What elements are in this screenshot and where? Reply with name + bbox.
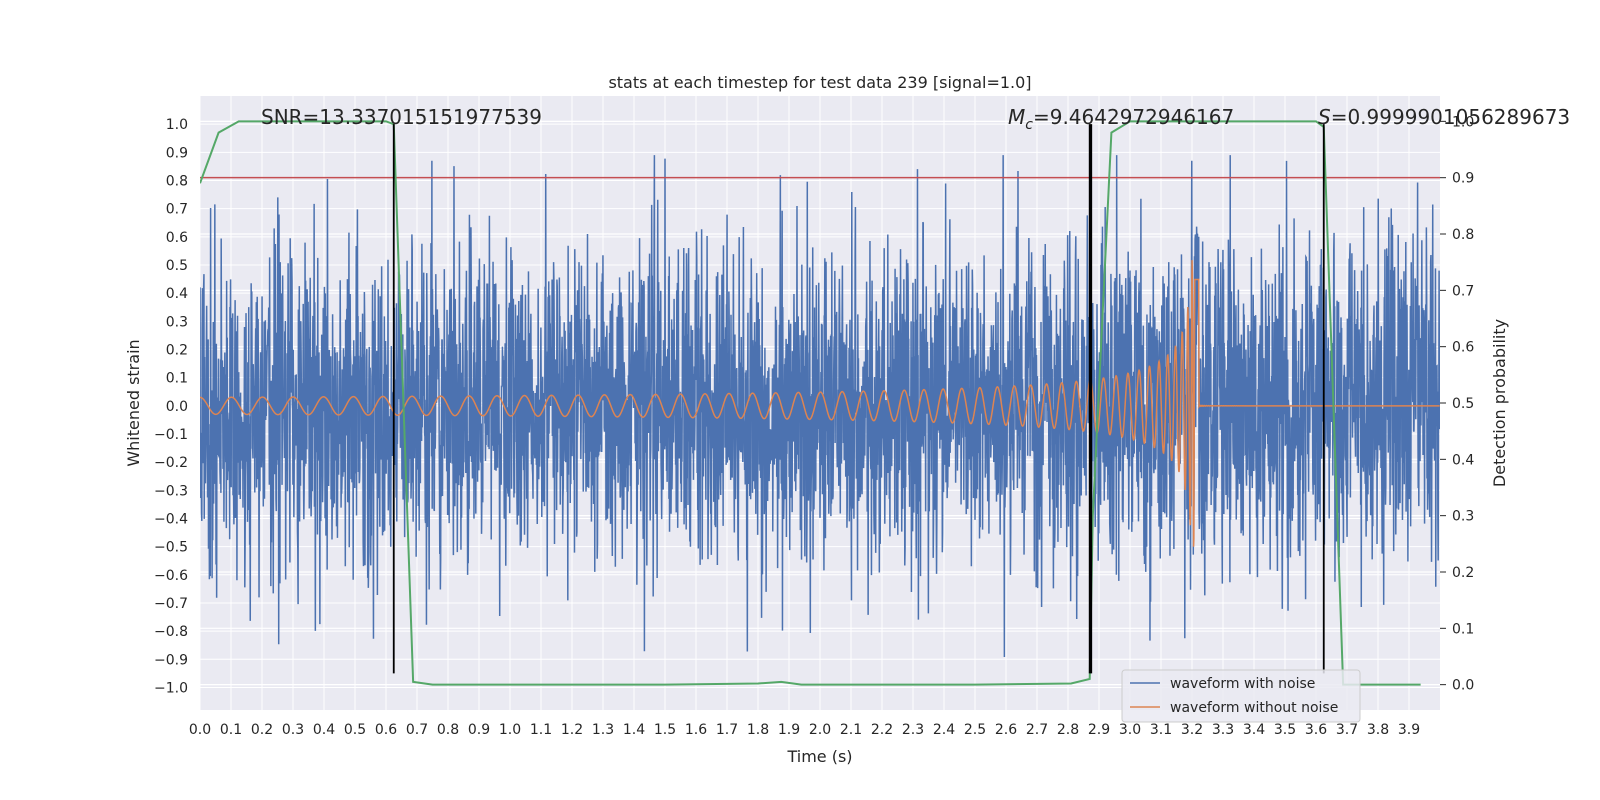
y-right-tick-label: 0.1: [1452, 621, 1474, 637]
annotation-score-symbol: S: [1318, 105, 1331, 129]
x-tick-label: 1.6: [685, 722, 707, 738]
annotation-snr: SNR=13.337015151977539: [261, 105, 542, 129]
x-tick-label: 0.0: [189, 722, 211, 738]
x-tick-label: 2.3: [902, 722, 924, 738]
legend-label-noise: waveform with noise: [1170, 676, 1315, 692]
y-right-tick-label: 1.0: [1452, 114, 1474, 130]
vertical-lines: [392, 124, 1325, 674]
legend-box: [1121, 669, 1361, 723]
y-left-tick-label: 0.3: [166, 314, 188, 330]
y-left-tick-label: −0.4: [154, 511, 188, 527]
annotation-chirp-mass-value: =9.4642972946167: [1033, 105, 1234, 129]
x-tick-label: 2.6: [995, 722, 1017, 738]
y-axis-right-label: Detection probability: [1490, 319, 1509, 487]
x-tick-label: 2.2: [871, 722, 893, 738]
y-left-tick-label: 1.0: [166, 117, 188, 133]
x-tick-label: 1.2: [561, 722, 583, 738]
x-tick-label: 3.2: [1181, 722, 1203, 738]
y-left-tick-label: −1.0: [154, 680, 188, 696]
x-tick-label: 1.3: [592, 722, 614, 738]
x-tick-label: 2.7: [1026, 722, 1048, 738]
x-tick-label: 2.0: [809, 722, 831, 738]
x-tick-label: 1.0: [499, 722, 521, 738]
y-left-tick-label: −0.8: [154, 624, 188, 640]
x-tick-label: 1.7: [716, 722, 738, 738]
y-left-tick-label: −0.9: [154, 652, 188, 668]
x-tick-label: 1.1: [530, 722, 552, 738]
x-axis-ticks: 0.0 0.1 0.2 0.3 0.4 0.5 0.6 0.7 0.8 0.9 1.0 1.1 1.2 1…: [189, 722, 1420, 738]
y-axis-right-ticks: 1.0 0.9 0.8 0.7 0.6 0.5 0.4 0.3 0.2 0.1 0.0: [1440, 114, 1474, 694]
chart-title: stats at each timestep for test data 239…: [608, 73, 1031, 92]
x-tick-label: 3.3: [1212, 722, 1234, 738]
annotation-score-value: =0.9999901056289673: [1331, 105, 1570, 129]
series-waveform-without-noise: [200, 260, 1440, 547]
x-tick-label: 3.0: [1119, 722, 1141, 738]
x-tick-label: 3.9: [1398, 722, 1420, 738]
x-tick-label: 0.2: [251, 722, 273, 738]
y-left-tick-label: 0.4: [166, 286, 188, 302]
y-left-tick-label: 0.2: [166, 342, 188, 358]
x-tick-label: 0.5: [344, 722, 366, 738]
x-tick-label: 3.7: [1336, 722, 1358, 738]
annotation-chirp-mass-subscript: c: [1025, 117, 1033, 133]
legend-label-clean: waveform without noise: [1170, 700, 1338, 716]
y-left-tick-label: 0.9: [166, 145, 188, 161]
y-right-tick-label: 0.2: [1452, 565, 1474, 581]
x-tick-label: 1.9: [778, 722, 800, 738]
y-left-tick-label: 0.1: [166, 371, 188, 387]
y-left-tick-label: 0.7: [166, 202, 188, 218]
y-left-tick-label: −0.7: [154, 596, 188, 612]
x-tick-label: 1.5: [654, 722, 676, 738]
x-tick-label: 0.7: [406, 722, 428, 738]
x-axis-label: Time (s): [786, 747, 852, 766]
y-left-tick-label: −0.2: [154, 455, 188, 471]
x-tick-label: 0.9: [468, 722, 490, 738]
x-tick-label: 1.4: [623, 722, 645, 738]
x-tick-label: 3.6: [1305, 722, 1327, 738]
series-layer: [200, 120, 1440, 686]
y-left-tick-label: −0.1: [154, 427, 188, 443]
x-tick-label: 3.8: [1367, 722, 1389, 738]
x-tick-label: 3.5: [1274, 722, 1296, 738]
y-left-tick-label: 0.5: [166, 258, 188, 274]
y-left-tick-label: −0.6: [154, 568, 188, 584]
y-right-tick-label: 0.5: [1452, 396, 1474, 412]
x-tick-label: 2.5: [964, 722, 986, 738]
annotation-chirp-mass: Mc=9.4642972946167: [1008, 105, 1234, 133]
y-axis-left-label: Whitened strain: [124, 339, 143, 466]
annotation-score: S=0.9999901056289673: [1318, 105, 1570, 129]
y-right-tick-label: 0.8: [1452, 227, 1474, 243]
y-right-tick-label: 0.6: [1452, 340, 1474, 356]
x-tick-label: 0.8: [437, 722, 459, 738]
x-tick-label: 2.4: [933, 722, 955, 738]
y-right-tick-label: 0.9: [1452, 171, 1474, 187]
y-axis-left-ticks: 1.0 0.9 0.8 0.7 0.6 0.5 0.4 0.3 0.2 0.1 0.0 −0.1 −0.…: [154, 117, 188, 696]
y-left-tick-label: −0.5: [154, 540, 188, 556]
x-tick-label: 3.4: [1243, 722, 1265, 738]
x-tick-label: 2.1: [840, 722, 862, 738]
x-tick-label: 0.6: [375, 722, 397, 738]
x-tick-label: 0.4: [313, 722, 335, 738]
y-left-tick-label: 0.6: [166, 230, 188, 246]
y-right-tick-label: 0.7: [1452, 283, 1474, 299]
y-left-tick-label: 0.8: [166, 173, 188, 189]
x-tick-label: 1.8: [747, 722, 769, 738]
x-tick-label: 2.8: [1057, 722, 1079, 738]
x-tick-label: 0.3: [282, 722, 304, 738]
x-tick-label: 2.9: [1088, 722, 1110, 738]
series-detection-probability: [200, 120, 1421, 686]
y-right-tick-label: 0.3: [1452, 509, 1474, 525]
y-left-tick-label: −0.3: [154, 483, 188, 499]
y-right-tick-label: 0.4: [1452, 452, 1474, 468]
y-right-tick-label: 0.0: [1452, 678, 1474, 694]
x-tick-label: 0.1: [220, 722, 242, 738]
legend: waveform with noise waveform without noi…: [1121, 669, 1361, 723]
x-tick-label: 3.1: [1150, 722, 1172, 738]
annotation-chirp-mass-symbol: M: [1008, 105, 1025, 129]
y-left-tick-label: 0.0: [166, 399, 188, 415]
